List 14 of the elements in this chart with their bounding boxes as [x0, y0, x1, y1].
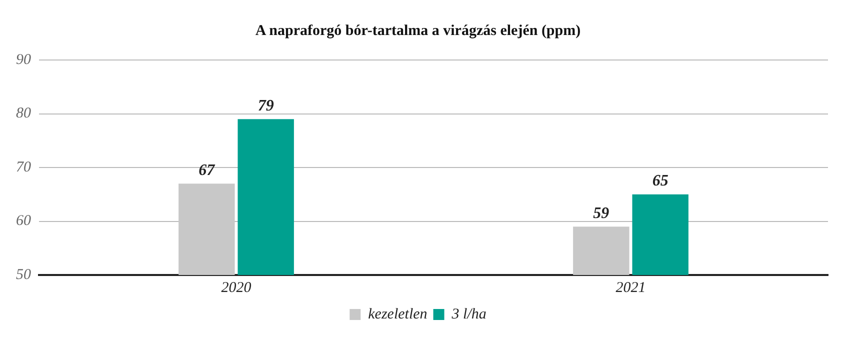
y-tick-label: 60 [16, 213, 32, 230]
data-label: 65 [652, 172, 668, 190]
data-label: 67 [198, 162, 216, 179]
legend-label: 3 l/ha [450, 306, 486, 322]
y-tick-label: 70 [16, 159, 32, 176]
x-tick-label: 2021 [616, 280, 646, 296]
chart-title: A napraforgó bór-tartalma a virágzás elején (ppm) [255, 22, 581, 39]
y-tick-label: 80 [16, 106, 32, 122]
data-label: 79 [258, 97, 274, 114]
data-label: 59 [593, 204, 610, 222]
x-tick-label: 2020 [221, 280, 252, 296]
y-tick-label: 90 [16, 52, 32, 68]
legend-label: kezeletlen [368, 306, 428, 322]
y-tick-label: 50 [16, 266, 32, 283]
